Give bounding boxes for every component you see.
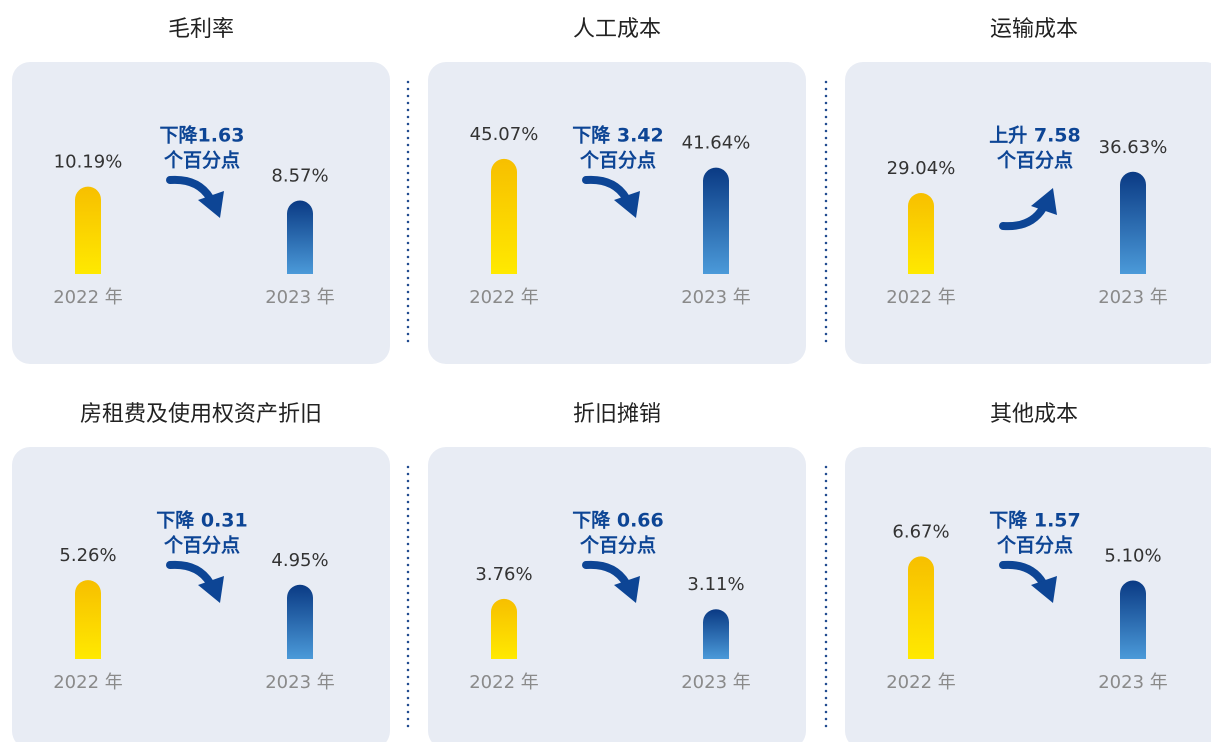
change-annotation: 下降1.63 bbox=[160, 124, 245, 147]
change-annotation: 个百分点 bbox=[996, 535, 1073, 557]
chart: 29.04% 2022 年 36.63% 2023 年 上升 7.58 个百分点 bbox=[886, 125, 1168, 309]
trend-arrow bbox=[166, 560, 224, 603]
arrow-shaft bbox=[166, 560, 214, 587]
bar bbox=[1120, 580, 1146, 659]
arrow-head bbox=[198, 576, 224, 603]
chart: 3.76% 2022 年 3.11% 2023 年 下降 0.66 个百分点 bbox=[469, 509, 751, 694]
change-annotation: 个百分点 bbox=[163, 150, 240, 172]
arrow-head bbox=[1031, 188, 1057, 215]
arrow-head bbox=[1031, 576, 1057, 603]
change-annotation: 下降 0.66 bbox=[572, 509, 664, 532]
x-tick-label: 2023 年 bbox=[681, 287, 751, 308]
arrow-shaft bbox=[999, 204, 1047, 231]
change-annotation: 个百分点 bbox=[163, 535, 240, 557]
value-label: 10.19% bbox=[54, 152, 123, 173]
value-label: 29.04% bbox=[887, 158, 956, 179]
x-tick-label: 2022 年 bbox=[53, 672, 123, 693]
value-label: 4.95% bbox=[271, 550, 328, 571]
trend-arrow bbox=[999, 188, 1057, 231]
panel bbox=[428, 62, 806, 364]
arrow-head bbox=[614, 191, 640, 218]
change-annotation: 下降 3.42 bbox=[572, 124, 664, 147]
change-annotation: 个百分点 bbox=[996, 150, 1073, 172]
chart-title: 其他成本 bbox=[990, 402, 1078, 427]
value-label: 45.07% bbox=[470, 124, 539, 145]
bar bbox=[1120, 171, 1146, 274]
chart-title: 毛利率 bbox=[168, 17, 234, 42]
x-tick-label: 2022 年 bbox=[886, 287, 956, 308]
bar bbox=[287, 584, 313, 659]
change-annotation: 下降 1.57 bbox=[989, 509, 1081, 532]
change-annotation: 下降 0.31 bbox=[156, 509, 248, 532]
value-label: 36.63% bbox=[1099, 137, 1168, 158]
arrow-shaft bbox=[999, 560, 1047, 587]
x-tick-label: 2022 年 bbox=[469, 287, 539, 308]
bar bbox=[287, 200, 313, 274]
chart: 45.07% 2022 年 41.64% 2023 年 下降 3.42 个百分点 bbox=[469, 124, 751, 309]
value-label: 8.57% bbox=[271, 166, 328, 187]
arrow-head bbox=[198, 191, 224, 218]
chart-title: 人工成本 bbox=[573, 17, 661, 42]
x-tick-label: 2022 年 bbox=[886, 672, 956, 693]
arrow-shaft bbox=[582, 560, 630, 587]
change-annotation: 个百分点 bbox=[579, 535, 656, 557]
x-tick-label: 2023 年 bbox=[1098, 672, 1168, 693]
bar bbox=[703, 609, 729, 659]
panel bbox=[12, 62, 390, 364]
value-label: 3.11% bbox=[687, 574, 744, 595]
value-label: 41.64% bbox=[682, 133, 751, 154]
x-tick-label: 2023 年 bbox=[1098, 287, 1168, 308]
bar bbox=[491, 598, 517, 659]
bar bbox=[75, 580, 101, 659]
arrow-shaft bbox=[582, 175, 630, 202]
panel bbox=[845, 447, 1211, 742]
arrow-shaft bbox=[166, 175, 214, 202]
trend-arrow bbox=[582, 175, 640, 218]
panel bbox=[12, 447, 390, 742]
x-tick-label: 2023 年 bbox=[265, 287, 335, 308]
chart: 5.26% 2022 年 4.95% 2023 年 下降 0.31 个百分点 bbox=[53, 509, 335, 694]
panel bbox=[428, 447, 806, 742]
bar bbox=[908, 556, 934, 659]
chart-title: 房租费及使用权资产折旧 bbox=[80, 402, 322, 427]
value-label: 6.67% bbox=[892, 521, 949, 542]
change-annotation: 上升 7.58 bbox=[989, 125, 1081, 147]
chart-title: 折旧摊销 bbox=[573, 402, 661, 427]
x-tick-label: 2023 年 bbox=[681, 672, 751, 693]
bar bbox=[75, 186, 101, 274]
arrow-head bbox=[614, 576, 640, 603]
bar bbox=[908, 192, 934, 274]
panel bbox=[845, 62, 1211, 364]
chart: 10.19% 2022 年 8.57% 2023 年 下降1.63 个百分点 bbox=[53, 124, 335, 309]
bar bbox=[491, 158, 517, 274]
x-tick-label: 2022 年 bbox=[469, 672, 539, 693]
trend-arrow bbox=[999, 560, 1057, 603]
change-annotation: 个百分点 bbox=[579, 150, 656, 172]
bar bbox=[703, 167, 729, 274]
chart-title: 运输成本 bbox=[990, 17, 1078, 42]
trend-arrow bbox=[582, 560, 640, 603]
value-label: 3.76% bbox=[475, 564, 532, 585]
x-tick-label: 2023 年 bbox=[265, 672, 335, 693]
x-tick-label: 2022 年 bbox=[53, 287, 123, 308]
value-label: 5.10% bbox=[1104, 546, 1161, 567]
value-label: 5.26% bbox=[59, 545, 116, 566]
trend-arrow bbox=[166, 175, 224, 218]
chart: 6.67% 2022 年 5.10% 2023 年 下降 1.57 个百分点 bbox=[886, 509, 1168, 694]
